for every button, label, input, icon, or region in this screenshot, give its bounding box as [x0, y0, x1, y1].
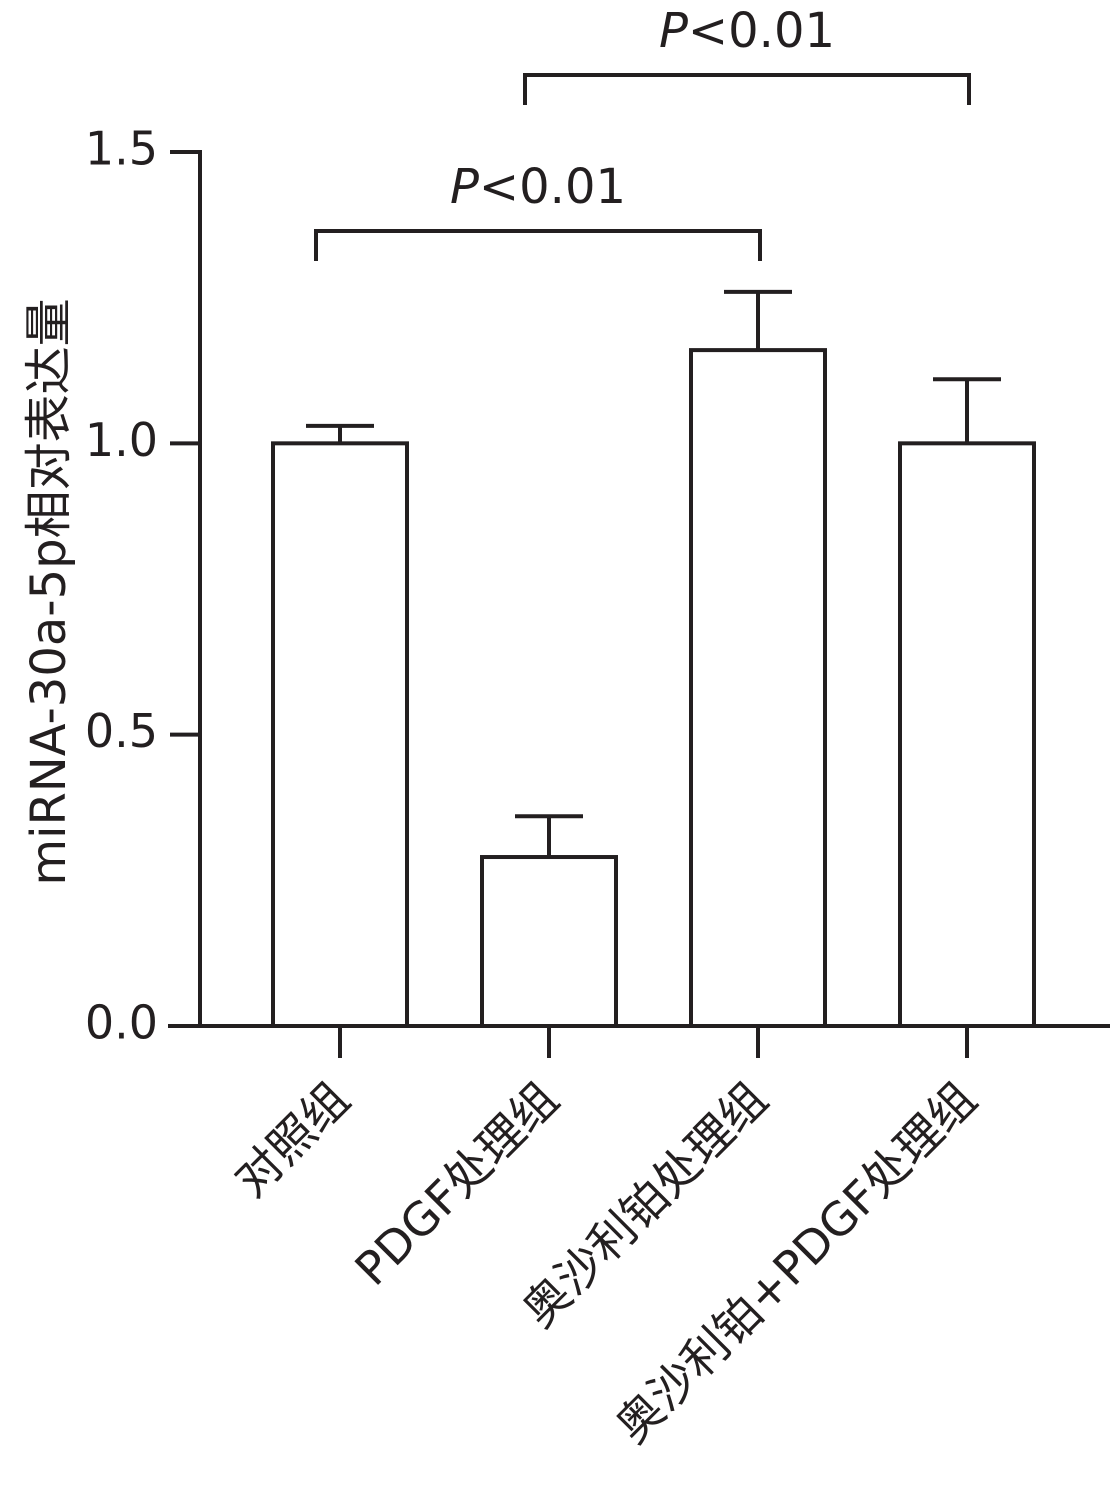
y-tick-label: 1.5	[85, 122, 158, 176]
x-tick-label: 对照组	[224, 1072, 360, 1208]
y-tick-label: 0.0	[85, 996, 158, 1050]
bars	[271, 289, 1036, 1029]
y-tick-label: 1.0	[85, 413, 158, 467]
y-axis: 0.0 0.5 1.0 1.5	[85, 122, 202, 1050]
p-value-text: <0.01	[479, 159, 626, 215]
bar	[898, 441, 1036, 1029]
p-value-text: <0.01	[688, 3, 835, 59]
x-tick-label: 奥沙利铂+PDGF处理组	[605, 1072, 987, 1454]
significance-bracket	[523, 73, 971, 105]
y-tick-label: 0.5	[85, 704, 158, 758]
p-symbol: P	[450, 159, 479, 215]
significance-bracket	[314, 229, 762, 261]
bar	[689, 348, 827, 1028]
bar	[271, 441, 409, 1029]
significance-label: P<0.01	[659, 3, 835, 59]
x-tick-label: PDGF处理组	[344, 1072, 568, 1296]
bar	[480, 855, 618, 1028]
significance-annotations: P<0.01P<0.01	[314, 3, 971, 261]
significance-label: P<0.01	[450, 159, 626, 215]
p-symbol: P	[659, 3, 688, 59]
y-axis-label: miRNA-30a-5p相对表达量	[21, 298, 77, 885]
